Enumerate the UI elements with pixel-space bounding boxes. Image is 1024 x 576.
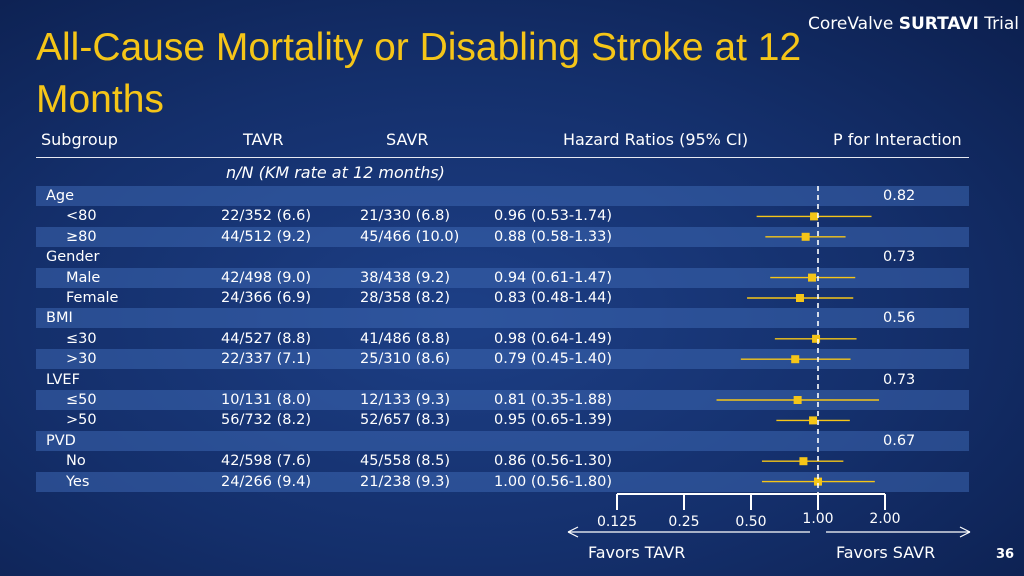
tavr-value: 24/366 (6.9) — [221, 290, 311, 306]
hr-point — [810, 212, 819, 221]
row-label: ≤30 — [66, 330, 97, 347]
header-hazard-ratios: Hazard Ratios (95% CI) — [563, 130, 749, 149]
p-interaction: 0.73 — [883, 371, 916, 388]
row-label: Age — [46, 188, 75, 204]
hr-point — [801, 232, 810, 241]
row-label: >50 — [66, 412, 97, 429]
hazard-ratio-text: 0.98 (0.64-1.49) — [494, 330, 613, 347]
savr-value: 52/657 (8.3) — [360, 412, 450, 429]
hazard-ratio-text: 0.86 (0.56-1.30) — [494, 453, 613, 470]
hr-point — [808, 273, 817, 282]
tavr-value: 10/131 (8.0) — [221, 392, 311, 408]
group-row: Age 0.82 — [36, 186, 969, 206]
p-interaction: 0.67 — [883, 432, 916, 449]
hazard-ratio-text: 0.95 (0.65-1.39) — [494, 412, 613, 429]
row-label: LVEF — [46, 371, 80, 388]
hazard-ratio-text: 0.79 (0.45-1.40) — [494, 351, 613, 368]
row-label: ≥80 — [66, 228, 97, 245]
tavr-value: 42/498 (9.0) — [221, 269, 311, 286]
tavr-value: 22/352 (6.6) — [221, 208, 311, 225]
header-savr: SAVR — [386, 130, 429, 149]
p-interaction: 0.73 — [883, 249, 916, 266]
table-row: No 42/598 (7.6) 45/558 (8.5) 0.86 (0.56-1.3… — [36, 451, 969, 471]
row-label: BMI — [46, 310, 73, 327]
header-subgroup: Subgroup — [41, 130, 118, 149]
brand-bold: SURTAVI — [898, 14, 979, 34]
savr-value: 45/558 (8.5) — [360, 453, 450, 470]
hr-point — [799, 457, 808, 466]
savr-value: 21/238 (9.3) — [360, 473, 450, 490]
tick-label: 1.00 — [802, 511, 833, 527]
group-row: LVEF 0.73 — [36, 370, 969, 390]
row-label: >30 — [66, 351, 97, 368]
hazard-ratio-text: 0.83 (0.48-1.44) — [494, 290, 613, 306]
row-label: ≤50 — [66, 392, 97, 408]
header-tavr: TAVR — [243, 130, 284, 149]
row-label: Female — [66, 290, 119, 306]
hazard-ratio-text: 1.00 (0.56-1.80) — [494, 473, 613, 490]
tavr-value: 44/527 (8.8) — [221, 330, 311, 347]
row-label: Gender — [46, 249, 100, 266]
savr-value: 38/438 (9.2) — [360, 269, 450, 286]
table-row: <80 22/352 (6.6) 21/330 (6.8) 0.96 (0.53-1.… — [36, 206, 969, 226]
hr-point — [791, 355, 800, 364]
savr-value: 21/330 (6.8) — [360, 208, 450, 225]
table-row: Male 42/498 (9.0) 38/438 (9.2) 0.94 (0.61-1… — [36, 267, 969, 288]
table-row: >30 22/337 (7.1) 25/310 (8.6) 0.79 (0.45-1.… — [36, 349, 969, 370]
hazard-ratio-text: 0.81 (0.35-1.88) — [494, 392, 613, 408]
brand-logo: CoreValve SURTAVI Trial — [808, 14, 1019, 34]
favors-tavr-label: Favors TAVR — [588, 543, 685, 562]
tick-label: 2.00 — [869, 511, 900, 527]
savr-value: 25/310 (8.6) — [360, 351, 450, 368]
savr-value: 28/358 (8.2) — [360, 290, 450, 306]
table-row: ≤50 10/131 (8.0) 12/133 (9.3) 0.81 (0.35-1.… — [36, 390, 969, 410]
header-divider — [36, 157, 969, 158]
header-p-interaction: P for Interaction — [833, 130, 962, 149]
row-label: Male — [66, 269, 101, 286]
tavr-value: 44/512 (9.2) — [221, 228, 311, 245]
hr-point — [809, 416, 818, 425]
tavr-value: 22/337 (7.1) — [221, 351, 311, 368]
savr-value: 45/466 (10.0) — [360, 228, 460, 245]
page-number: 36 — [996, 547, 1015, 562]
hazard-ratio-text: 0.88 (0.58-1.33) — [494, 228, 613, 245]
tick-label: 0.25 — [668, 514, 699, 530]
hr-point — [814, 477, 822, 486]
hr-point — [793, 396, 802, 404]
row-label: PVD — [46, 432, 76, 449]
table-row: Female 24/366 (6.9) 28/358 (8.2) 0.83 (0.48… — [36, 288, 969, 308]
group-row: PVD 0.67 — [36, 430, 969, 451]
table-row: ≤30 44/527 (8.8) 41/486 (8.8) 0.98 (0.64-1.… — [36, 329, 969, 349]
hr-point — [812, 334, 821, 343]
hazard-ratio-text: 0.96 (0.53-1.74) — [494, 208, 613, 225]
slide-title: All-Cause Mortality or Disabling Stroke … — [36, 26, 802, 121]
table-row: ≥80 44/512 (9.2) 45/466 (10.0) 0.88 (0.58-1… — [36, 226, 969, 247]
row-label: <80 — [66, 208, 97, 225]
group-row: BMI 0.56 — [36, 308, 969, 329]
row-label: No — [66, 453, 86, 470]
arrow-right-head — [959, 526, 971, 538]
brand-suffix: Trial — [978, 14, 1020, 34]
tick-label: 0.125 — [597, 514, 637, 530]
column-subheader: n/N (KM rate at 12 months) — [226, 163, 445, 182]
row-label: Yes — [66, 473, 90, 490]
table-row: >50 56/732 (8.2) 52/657 (8.3) 0.95 (0.65-1.… — [36, 410, 969, 430]
hazard-ratio-text: 0.94 (0.61-1.47) — [494, 269, 613, 286]
hr-point — [795, 294, 804, 302]
arrow-left-head — [567, 526, 579, 538]
tavr-value: 24/266 (9.4) — [221, 473, 311, 490]
savr-value: 12/133 (9.3) — [360, 392, 450, 408]
tavr-value: 42/598 (7.6) — [221, 453, 311, 470]
favors-savr-label: Favors SAVR — [836, 543, 935, 562]
table-row: Yes 24/266 (9.4) 21/238 (9.3) 1.00 (0.56-1.… — [36, 471, 969, 492]
brand-prefix: CoreValve — [808, 14, 899, 34]
p-interaction: 0.82 — [883, 188, 916, 204]
tavr-value: 56/732 (8.2) — [221, 412, 311, 429]
p-interaction: 0.56 — [883, 310, 916, 327]
group-row: Gender 0.73 — [36, 247, 969, 267]
tick-label: 0.50 — [735, 514, 766, 530]
savr-value: 41/486 (8.8) — [360, 330, 450, 347]
